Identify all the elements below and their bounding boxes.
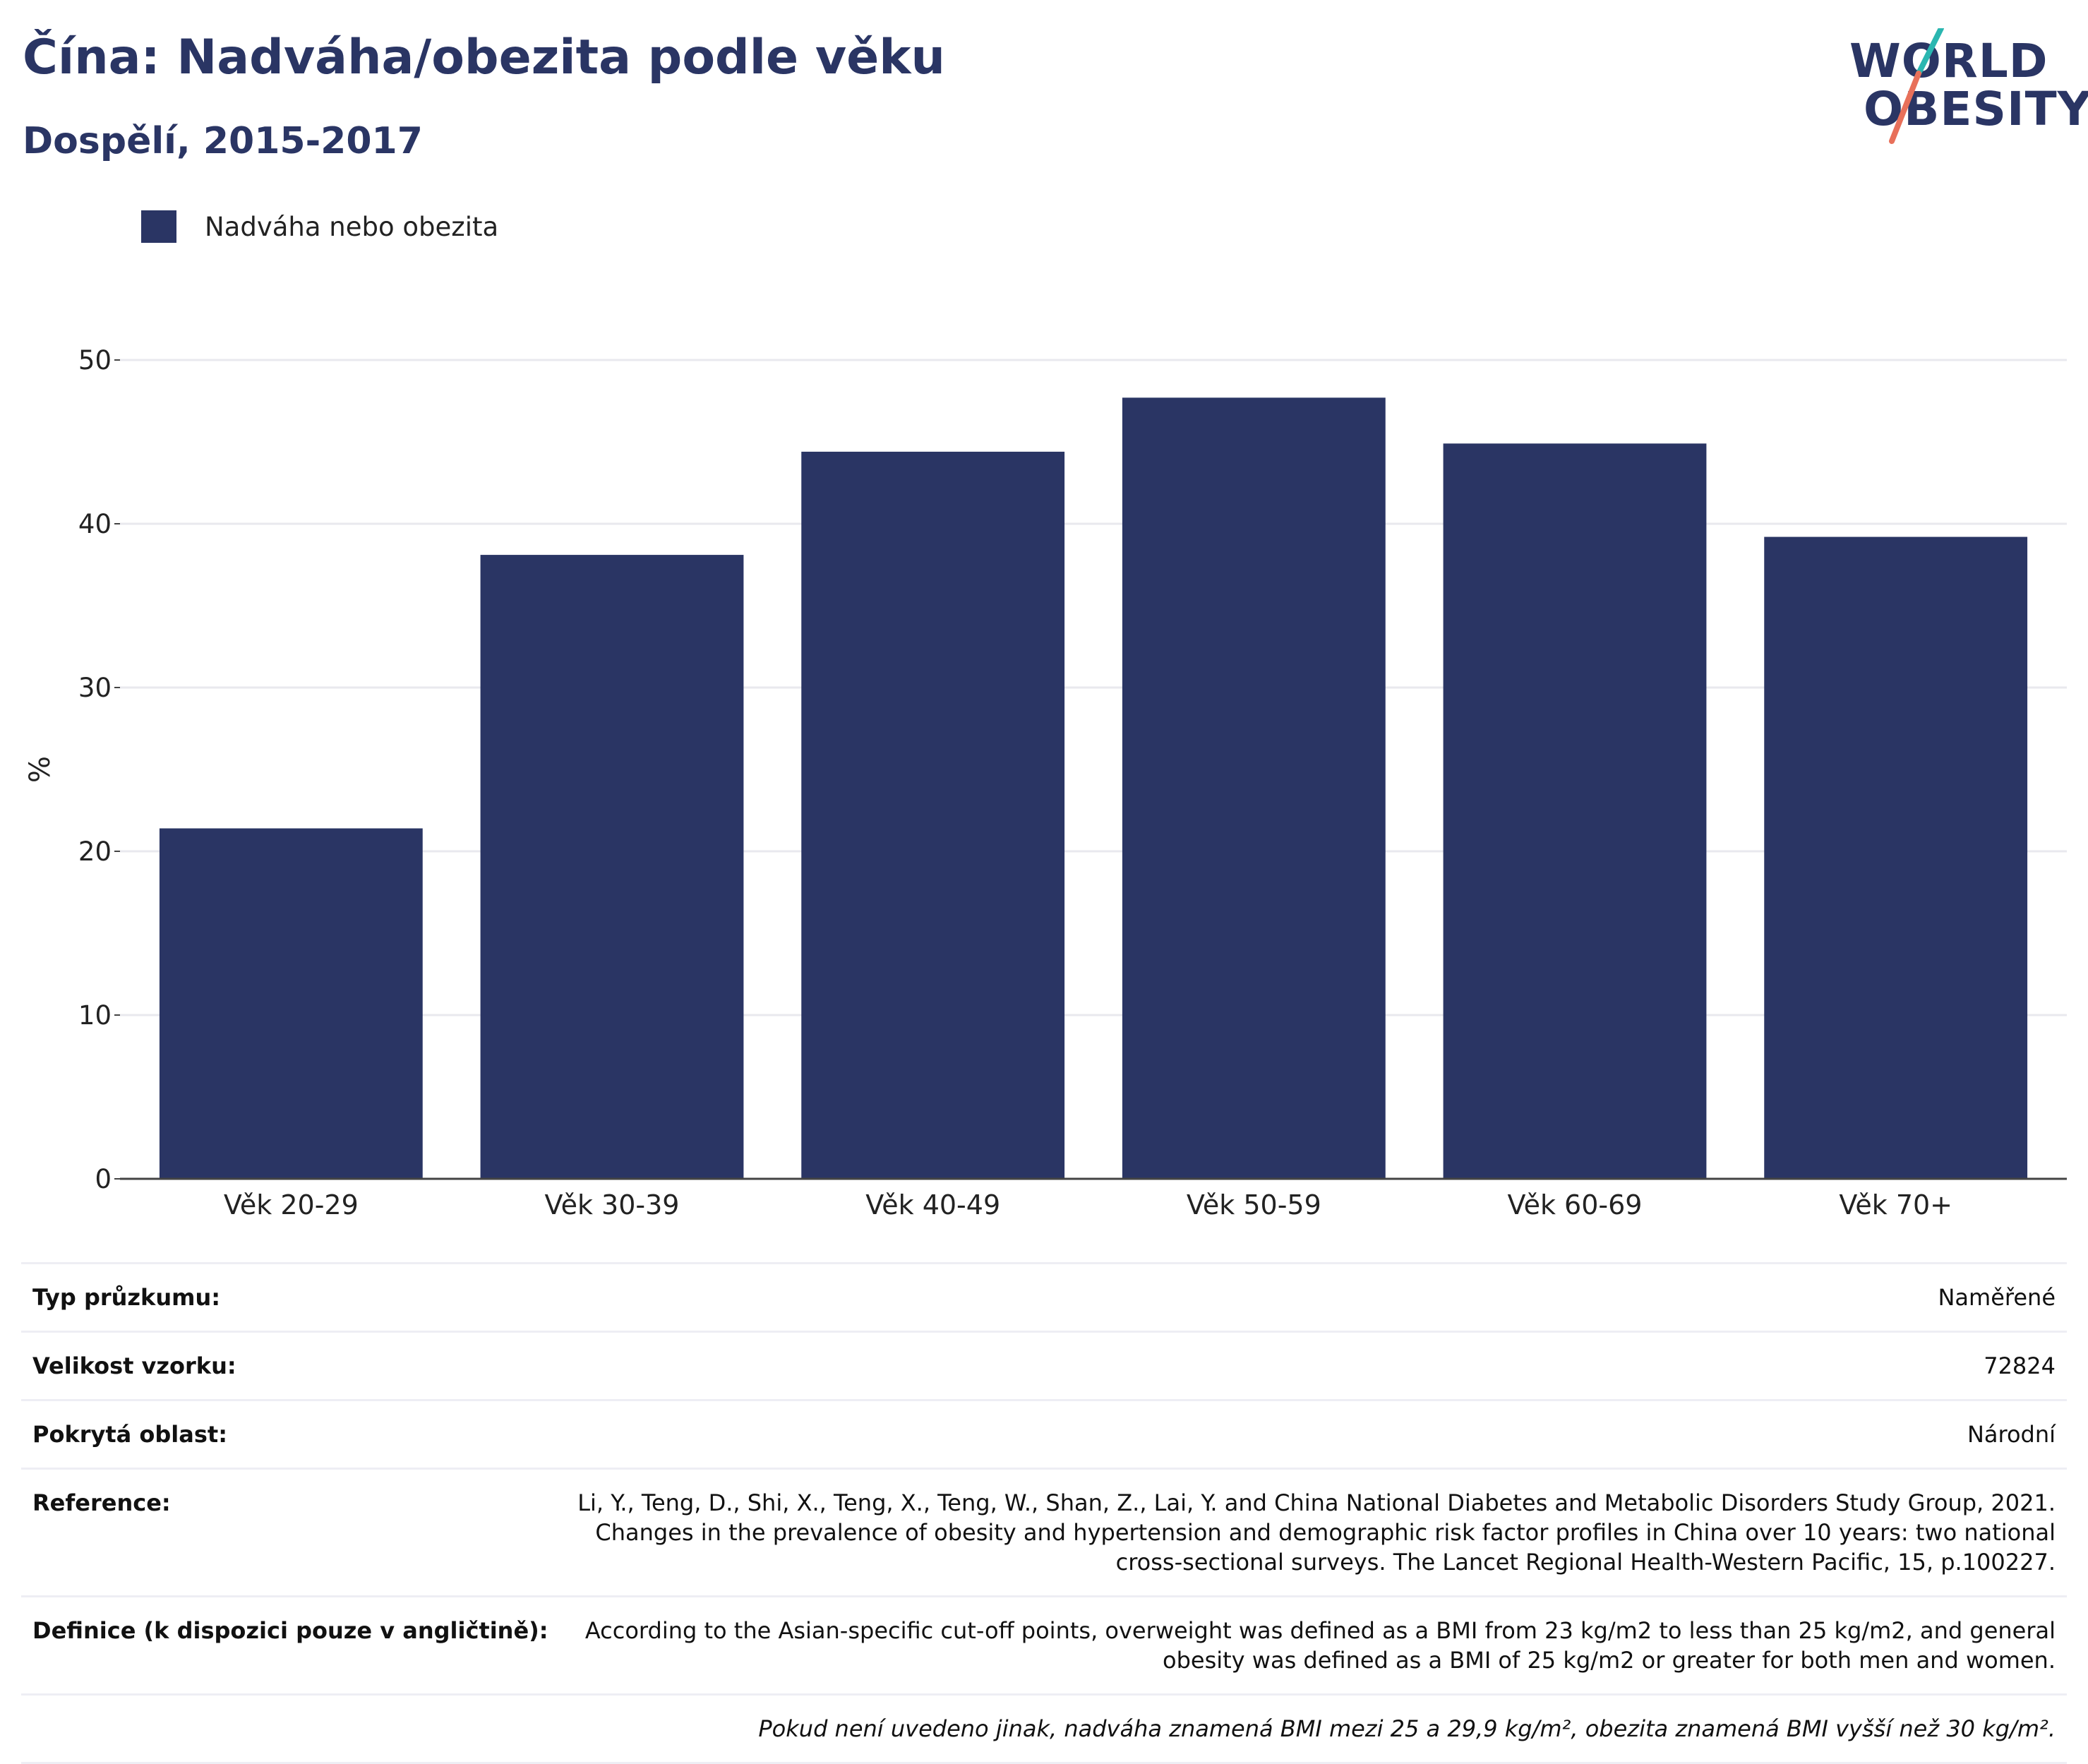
y-axis-label: % — [24, 756, 56, 783]
bar — [480, 555, 744, 1179]
meta-value: Li, Y., Teng, D., Shi, X., Teng, X., Ten… — [577, 1489, 2056, 1576]
meta-row-definition: Definice (k dispozici pouze v angličtině… — [21, 1597, 2067, 1696]
logo-slash-icon — [1889, 28, 1944, 144]
meta-value: Národní — [1967, 1421, 2056, 1448]
bar — [159, 828, 423, 1179]
y-tick-label: 40 — [78, 509, 112, 539]
meta-row-note: Pokud není uvedeno jinak, nadváha znamen… — [21, 1696, 2067, 1764]
meta-row-reference: Reference: Li, Y., Teng, D., Shi, X., Te… — [21, 1470, 2067, 1597]
chart-legend: Nadváha nebo obezita — [141, 210, 498, 243]
x-tick-label: Věk 60-69 — [1508, 1189, 1643, 1220]
meta-key: Pokrytá oblast: — [32, 1421, 227, 1448]
meta-key: Definice (k dispozici pouze v angličtině… — [32, 1617, 548, 1644]
y-tick-label: 10 — [78, 1000, 112, 1031]
meta-key: Velikost vzorku: — [32, 1352, 236, 1379]
legend-label: Nadváha nebo obezita — [205, 211, 499, 242]
x-tick-label: Věk 20-29 — [224, 1189, 359, 1220]
bar — [801, 451, 1065, 1180]
world-obesity-logo: WORLD OBESITY — [1835, 28, 2088, 155]
x-tick-label: Věk 50-59 — [1187, 1189, 1321, 1220]
bmi-note: Pokud není uvedeno jinak, nadváha znamen… — [758, 1715, 2056, 1742]
y-tick-label: 30 — [78, 673, 112, 703]
page-subtitle: Dospělí, 2015-2017 — [23, 120, 423, 162]
bar — [1443, 443, 1707, 1179]
y-tick-label: 0 — [95, 1164, 112, 1194]
meta-row-sample-size: Velikost vzorku: 72824 — [21, 1333, 2067, 1401]
page-title: Čína: Nadváha/obezita podle věku — [23, 30, 945, 85]
logo-line1: WORLD — [1849, 34, 2048, 88]
bar — [1764, 536, 2028, 1179]
meta-key: Reference: — [32, 1489, 171, 1516]
bar — [1122, 397, 1386, 1179]
x-tick-label: Věk 40-49 — [865, 1189, 1000, 1220]
x-tick-label: Věk 30-39 — [545, 1189, 680, 1220]
y-tick-label: 50 — [78, 345, 112, 376]
bar-chart: 0 10 20 30 40 50% Věk 20-29 Věk 30-39 Věk 40-49 V… — [24, 345, 2067, 1220]
meta-value: According to the Asian-specific cut-off … — [584, 1617, 2056, 1674]
meta-value: 72824 — [1984, 1352, 2056, 1379]
meta-value: Naměřené — [1938, 1284, 2056, 1311]
x-tick-label: Věk 70+ — [1839, 1189, 1952, 1220]
meta-row-coverage: Pokrytá oblast: Národní — [21, 1401, 2067, 1470]
meta-row-survey-type: Typ průzkumu: Naměřené — [21, 1264, 2067, 1333]
metadata-table: Typ průzkumu: Naměřené Velikost vzorku: … — [21, 1262, 2067, 1764]
logo-line2: OBESITY — [1864, 82, 2088, 136]
meta-key: Typ průzkumu: — [32, 1284, 221, 1311]
legend-swatch — [141, 210, 176, 243]
y-tick-label: 20 — [78, 836, 112, 867]
